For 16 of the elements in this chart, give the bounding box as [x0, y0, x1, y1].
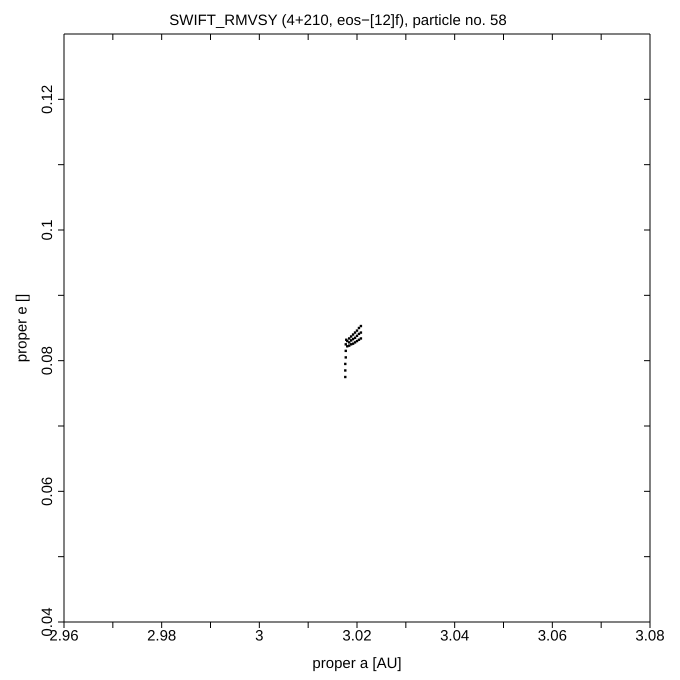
y-tick-label: 0.1 — [39, 220, 56, 240]
x-tick-label: 3.02 — [342, 628, 372, 645]
y-tick-label: 0.08 — [39, 346, 56, 376]
y-axis-title: proper e [] — [14, 294, 30, 362]
x-tick-label: 3.06 — [538, 628, 567, 645]
x-axis-title: proper a [AU] — [312, 655, 402, 672]
x-tick-label: 3.08 — [635, 628, 665, 645]
y-tick-label: 0.12 — [39, 84, 56, 114]
point — [350, 343, 352, 346]
chart-title: SWIFT_RMVSY (4+210, eos−[12]f), particle no. 58 — [168, 12, 508, 29]
point — [348, 344, 350, 347]
x-tick-label: 3.04 — [440, 628, 470, 645]
x-tick-label: 3 — [255, 628, 264, 645]
point — [348, 341, 350, 344]
y-tick-label: 0.06 — [39, 476, 56, 506]
x-tick-label: 2.98 — [147, 628, 176, 645]
